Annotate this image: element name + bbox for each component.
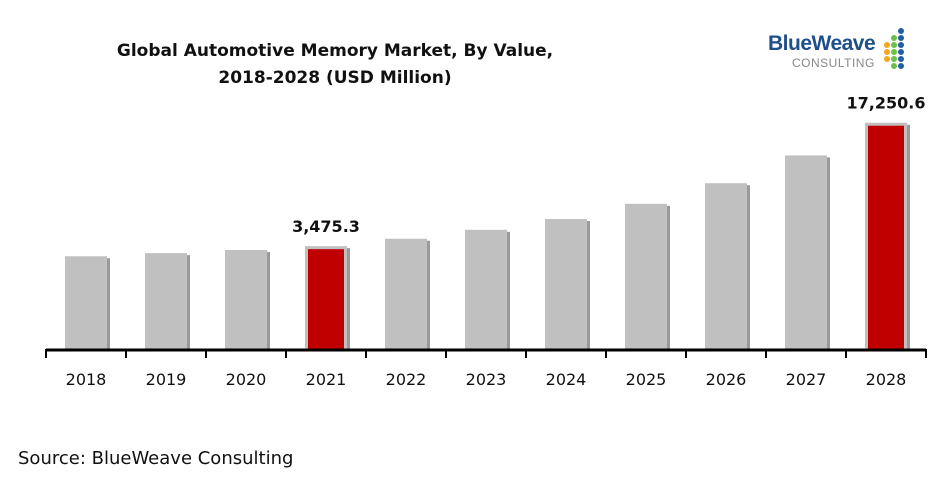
logo-dot (898, 49, 904, 55)
x-tick-label: 2022 (386, 370, 427, 389)
x-tick-label: 2027 (786, 370, 827, 389)
logo-dot (898, 56, 904, 62)
bar-2018 (65, 256, 107, 349)
bar-2023 (465, 229, 507, 349)
x-tick-label: 2024 (546, 370, 587, 389)
logo-dot (891, 35, 897, 41)
title-line-1: Global Automotive Memory Market, By Valu… (116, 41, 554, 61)
bar-2020 (225, 249, 267, 349)
logo-main-text: BlueWeave (768, 32, 876, 55)
logo-dot (891, 56, 897, 62)
x-tick-label: 2025 (626, 370, 667, 389)
bar-2019 (145, 253, 187, 349)
source-note: Source: BlueWeave Consulting (18, 448, 294, 469)
logo-dot (898, 35, 904, 41)
bar-2026 (705, 183, 747, 349)
data-label-2028: 17,250.6 (847, 94, 926, 113)
logo-dot (898, 63, 904, 69)
bar-2025 (625, 203, 667, 349)
bar-2022 (385, 238, 427, 349)
logo-dots-icon (884, 28, 904, 69)
blueweave-logo: BlueWeave CONSULTING (768, 26, 918, 72)
data-label-2021: 3,475.3 (292, 217, 360, 236)
bar-2027 (785, 155, 827, 349)
bar-chart: 2018 2019 2020 3,475.3 2021 2022 2023 2024 2025 2… (45, 94, 927, 389)
x-tick-label: 2021 (306, 370, 347, 389)
logo-dot (898, 42, 904, 48)
logo-dot (891, 42, 897, 48)
x-tick-label: 2019 (146, 370, 187, 389)
chart-title: Global Automotive Memory Market, By Valu… (90, 38, 580, 92)
logo-dot (884, 42, 890, 48)
x-tick-label: 2023 (466, 370, 507, 389)
bar-2028 (868, 125, 904, 349)
logo-dot (884, 56, 890, 62)
logo-dot (891, 63, 897, 69)
logo-sub-text: CONSULTING (792, 56, 875, 70)
x-tick-label: 2020 (226, 370, 267, 389)
x-tick-label: 2018 (66, 370, 107, 389)
bar-2024 (545, 219, 587, 349)
bar-2021 (308, 249, 344, 349)
x-tick-label: 2028 (866, 370, 907, 389)
logo-dot (884, 49, 890, 55)
title-line-2: 2018-2028 (USD Million) (218, 68, 452, 88)
x-tick-label: 2026 (706, 370, 747, 389)
logo-dot (891, 49, 897, 55)
logo-dot (898, 28, 904, 34)
